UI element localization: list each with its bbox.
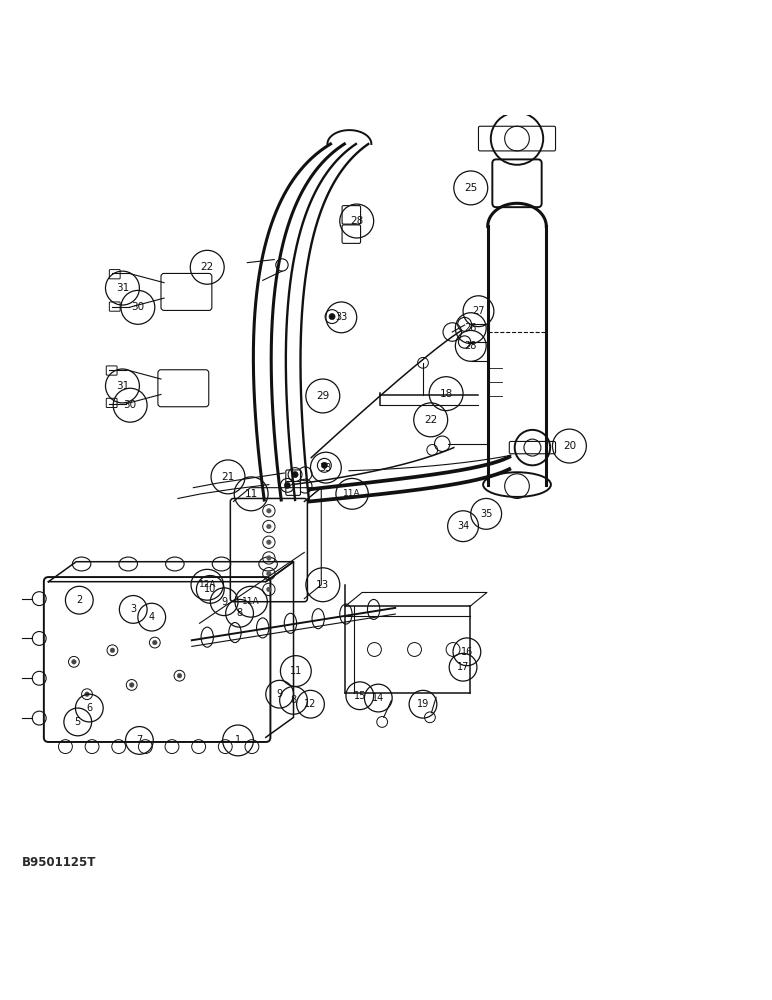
- Text: 8: 8: [236, 608, 242, 618]
- Text: 11A: 11A: [344, 489, 361, 498]
- Text: 9: 9: [276, 689, 283, 699]
- Text: 11: 11: [245, 489, 258, 499]
- Circle shape: [284, 482, 290, 488]
- Text: 13: 13: [317, 580, 330, 590]
- Text: 15: 15: [354, 691, 366, 701]
- Circle shape: [266, 571, 271, 576]
- Text: 33: 33: [320, 463, 332, 473]
- Text: 19: 19: [417, 699, 429, 709]
- Text: 31: 31: [116, 283, 129, 293]
- Text: 11: 11: [290, 666, 302, 676]
- Text: 2: 2: [76, 595, 83, 605]
- Text: 28: 28: [465, 341, 477, 351]
- Text: 6: 6: [86, 703, 93, 713]
- Text: 12A: 12A: [198, 580, 216, 589]
- Text: 22: 22: [424, 415, 437, 425]
- Text: 29: 29: [317, 391, 330, 401]
- FancyBboxPatch shape: [286, 482, 300, 495]
- Circle shape: [292, 471, 298, 478]
- Text: 10: 10: [204, 584, 216, 594]
- Circle shape: [110, 648, 115, 653]
- Circle shape: [266, 508, 271, 513]
- Text: 28: 28: [350, 216, 364, 226]
- Text: 31: 31: [116, 381, 129, 391]
- Circle shape: [177, 673, 181, 678]
- Text: 16: 16: [461, 647, 473, 657]
- Text: 9: 9: [221, 597, 227, 607]
- Circle shape: [153, 640, 157, 645]
- Text: B9501125T: B9501125T: [22, 856, 96, 869]
- FancyBboxPatch shape: [286, 470, 300, 484]
- Text: 22: 22: [201, 262, 214, 272]
- Circle shape: [266, 540, 271, 545]
- Text: 17: 17: [457, 662, 469, 672]
- Circle shape: [329, 314, 335, 320]
- Circle shape: [266, 556, 271, 560]
- Text: 21: 21: [222, 472, 235, 482]
- Text: 5: 5: [75, 717, 81, 727]
- Text: 7: 7: [137, 735, 143, 745]
- Text: 20: 20: [563, 441, 576, 451]
- Circle shape: [266, 524, 271, 529]
- Text: 30: 30: [124, 400, 137, 410]
- Circle shape: [130, 683, 134, 687]
- Text: 8: 8: [290, 695, 296, 705]
- Text: 1: 1: [235, 735, 241, 745]
- Text: 18: 18: [439, 389, 452, 399]
- Text: 11A: 11A: [242, 597, 260, 606]
- Text: 30: 30: [131, 302, 144, 312]
- Text: 12: 12: [304, 699, 317, 709]
- Circle shape: [266, 587, 271, 592]
- Text: 27: 27: [472, 306, 485, 316]
- Text: 35: 35: [480, 509, 493, 519]
- Text: 26: 26: [465, 323, 477, 333]
- Text: 3: 3: [130, 604, 137, 614]
- Circle shape: [85, 692, 90, 697]
- Text: 4: 4: [149, 612, 155, 622]
- Circle shape: [321, 462, 327, 468]
- Text: 25: 25: [464, 183, 477, 193]
- Text: 14: 14: [372, 693, 384, 703]
- Circle shape: [72, 660, 76, 664]
- Text: 33: 33: [335, 312, 347, 322]
- Text: 34: 34: [457, 521, 469, 531]
